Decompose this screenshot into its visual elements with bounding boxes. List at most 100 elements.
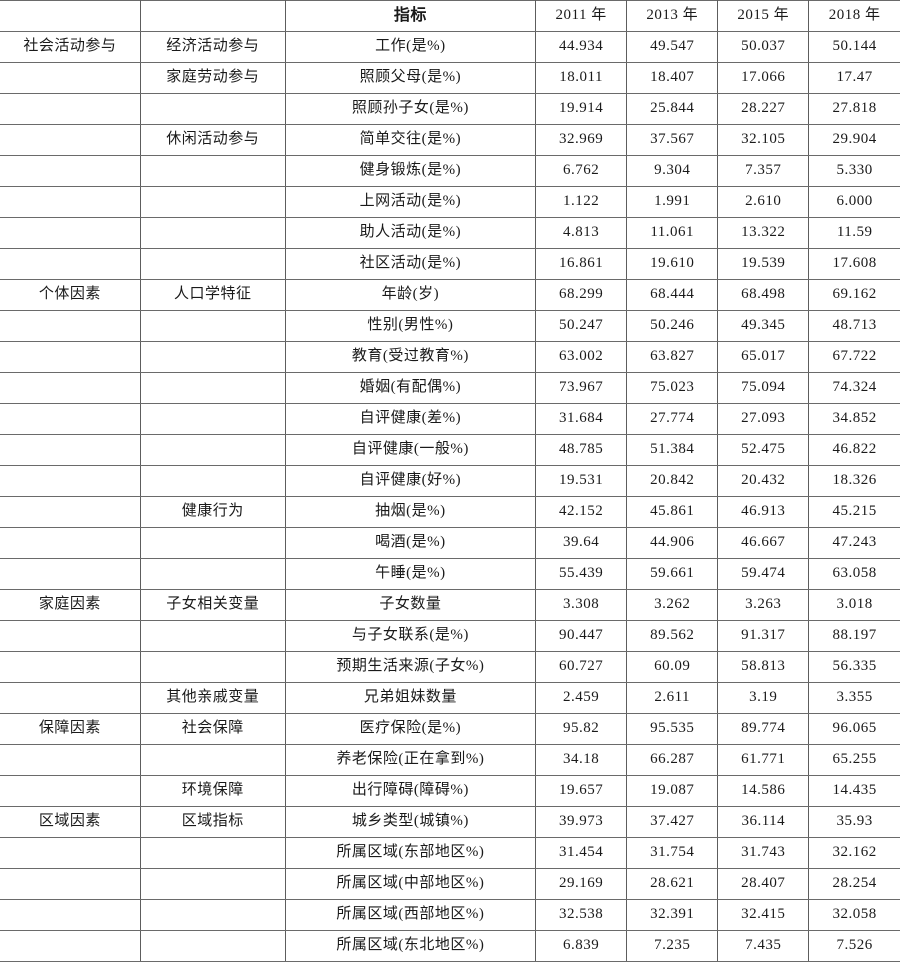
row-subcategory bbox=[139, 558, 286, 590]
row-indicator: 医疗保险(是%) bbox=[284, 713, 537, 745]
row-category bbox=[0, 248, 141, 280]
row-value-2018: 35.93 bbox=[808, 806, 900, 838]
row-category bbox=[0, 372, 141, 404]
row-value-2011: 50.247 bbox=[535, 310, 628, 342]
row-value-2013: 9.304 bbox=[626, 155, 719, 187]
row-category: 区域因素 bbox=[0, 806, 141, 838]
row-subcategory bbox=[139, 93, 286, 125]
row-indicator: 简单交往(是%) bbox=[284, 124, 537, 156]
row-subcategory bbox=[139, 930, 286, 962]
row-indicator: 出行障碍(障碍%) bbox=[284, 775, 537, 807]
row-value-2011: 32.538 bbox=[535, 899, 628, 931]
row-value-2011: 3.308 bbox=[535, 589, 628, 621]
row-value-2011: 19.531 bbox=[535, 465, 628, 497]
row-value-2018: 47.243 bbox=[808, 527, 900, 559]
row-subcategory bbox=[139, 434, 286, 466]
row-value-2015: 32.105 bbox=[717, 124, 810, 156]
row-subcategory bbox=[139, 310, 286, 342]
row-value-2018: 34.852 bbox=[808, 403, 900, 435]
table-row: 家庭劳动参与 照顾父母(是%) 18.011 18.407 17.066 17.47 bbox=[0, 62, 900, 94]
row-subcategory bbox=[139, 403, 286, 435]
table-row: 教育(受过教育%) 63.002 63.827 65.017 67.722 bbox=[0, 341, 900, 373]
row-value-2018: 18.326 bbox=[808, 465, 900, 497]
row-subcategory: 其他亲戚变量 bbox=[139, 682, 286, 714]
row-value-2013: 27.774 bbox=[626, 403, 719, 435]
row-category bbox=[0, 310, 141, 342]
row-value-2011: 60.727 bbox=[535, 651, 628, 683]
row-value-2015: 36.114 bbox=[717, 806, 810, 838]
row-indicator: 子女数量 bbox=[284, 589, 537, 621]
row-subcategory bbox=[139, 744, 286, 776]
table-row: 区域因素 区域指标 城乡类型(城镇%) 39.973 37.427 36.114 35.93 bbox=[0, 806, 900, 838]
row-category bbox=[0, 155, 141, 187]
row-indicator: 午睡(是%) bbox=[284, 558, 537, 590]
table-row: 与子女联系(是%) 90.447 89.562 91.317 88.197 bbox=[0, 620, 900, 652]
row-subcategory: 子女相关变量 bbox=[139, 589, 286, 621]
row-indicator: 上网活动(是%) bbox=[284, 186, 537, 218]
row-value-2015: 49.345 bbox=[717, 310, 810, 342]
row-value-2011: 1.122 bbox=[535, 186, 628, 218]
row-subcategory: 环境保障 bbox=[139, 775, 286, 807]
row-subcategory bbox=[139, 651, 286, 683]
row-category bbox=[0, 930, 141, 962]
row-value-2015: 50.037 bbox=[717, 31, 810, 63]
row-value-2011: 68.299 bbox=[535, 279, 628, 311]
row-value-2015: 20.432 bbox=[717, 465, 810, 497]
row-value-2018: 3.355 bbox=[808, 682, 900, 714]
row-subcategory bbox=[139, 837, 286, 869]
row-value-2015: 3.19 bbox=[717, 682, 810, 714]
row-category bbox=[0, 62, 141, 94]
row-value-2018: 65.255 bbox=[808, 744, 900, 776]
row-value-2018: 14.435 bbox=[808, 775, 900, 807]
row-value-2011: 18.011 bbox=[535, 62, 628, 94]
row-indicator: 养老保险(正在拿到%) bbox=[284, 744, 537, 776]
row-indicator: 与子女联系(是%) bbox=[284, 620, 537, 652]
row-value-2015: 31.743 bbox=[717, 837, 810, 869]
row-value-2013: 19.087 bbox=[626, 775, 719, 807]
row-value-2015: 52.475 bbox=[717, 434, 810, 466]
row-value-2011: 6.762 bbox=[535, 155, 628, 187]
row-value-2013: 63.827 bbox=[626, 341, 719, 373]
row-value-2011: 73.967 bbox=[535, 372, 628, 404]
table-row: 午睡(是%) 55.439 59.661 59.474 63.058 bbox=[0, 558, 900, 590]
row-value-2015: 61.771 bbox=[717, 744, 810, 776]
row-category bbox=[0, 620, 141, 652]
row-category: 个体因素 bbox=[0, 279, 141, 311]
row-value-2015: 28.407 bbox=[717, 868, 810, 900]
row-value-2018: 67.722 bbox=[808, 341, 900, 373]
row-value-2013: 1.991 bbox=[626, 186, 719, 218]
table-row: 自评健康(差%) 31.684 27.774 27.093 34.852 bbox=[0, 403, 900, 435]
row-indicator: 自评健康(差%) bbox=[284, 403, 537, 435]
row-indicator: 性别(男性%) bbox=[284, 310, 537, 342]
row-indicator: 所属区域(东部地区%) bbox=[284, 837, 537, 869]
row-subcategory bbox=[139, 465, 286, 497]
row-value-2018: 96.065 bbox=[808, 713, 900, 745]
row-value-2011: 29.169 bbox=[535, 868, 628, 900]
table-row: 自评健康(一般%) 48.785 51.384 52.475 46.822 bbox=[0, 434, 900, 466]
row-value-2011: 90.447 bbox=[535, 620, 628, 652]
row-value-2015: 89.774 bbox=[717, 713, 810, 745]
row-value-2018: 27.818 bbox=[808, 93, 900, 125]
row-value-2018: 28.254 bbox=[808, 868, 900, 900]
row-value-2011: 19.914 bbox=[535, 93, 628, 125]
row-category bbox=[0, 217, 141, 249]
row-value-2013: 20.842 bbox=[626, 465, 719, 497]
row-value-2013: 7.235 bbox=[626, 930, 719, 962]
row-category: 社会活动参与 bbox=[0, 31, 141, 63]
row-category bbox=[0, 124, 141, 156]
row-value-2013: 37.567 bbox=[626, 124, 719, 156]
row-value-2015: 17.066 bbox=[717, 62, 810, 94]
column-header-year-2015: 2015 年 bbox=[717, 0, 810, 32]
row-value-2018: 56.335 bbox=[808, 651, 900, 683]
row-value-2018: 17.47 bbox=[808, 62, 900, 94]
row-indicator: 健身锻炼(是%) bbox=[284, 155, 537, 187]
row-value-2018: 74.324 bbox=[808, 372, 900, 404]
row-value-2018: 6.000 bbox=[808, 186, 900, 218]
row-category bbox=[0, 558, 141, 590]
row-category bbox=[0, 496, 141, 528]
row-subcategory bbox=[139, 620, 286, 652]
table-row: 照顾孙子女(是%) 19.914 25.844 28.227 27.818 bbox=[0, 93, 900, 125]
row-value-2013: 68.444 bbox=[626, 279, 719, 311]
row-value-2015: 91.317 bbox=[717, 620, 810, 652]
